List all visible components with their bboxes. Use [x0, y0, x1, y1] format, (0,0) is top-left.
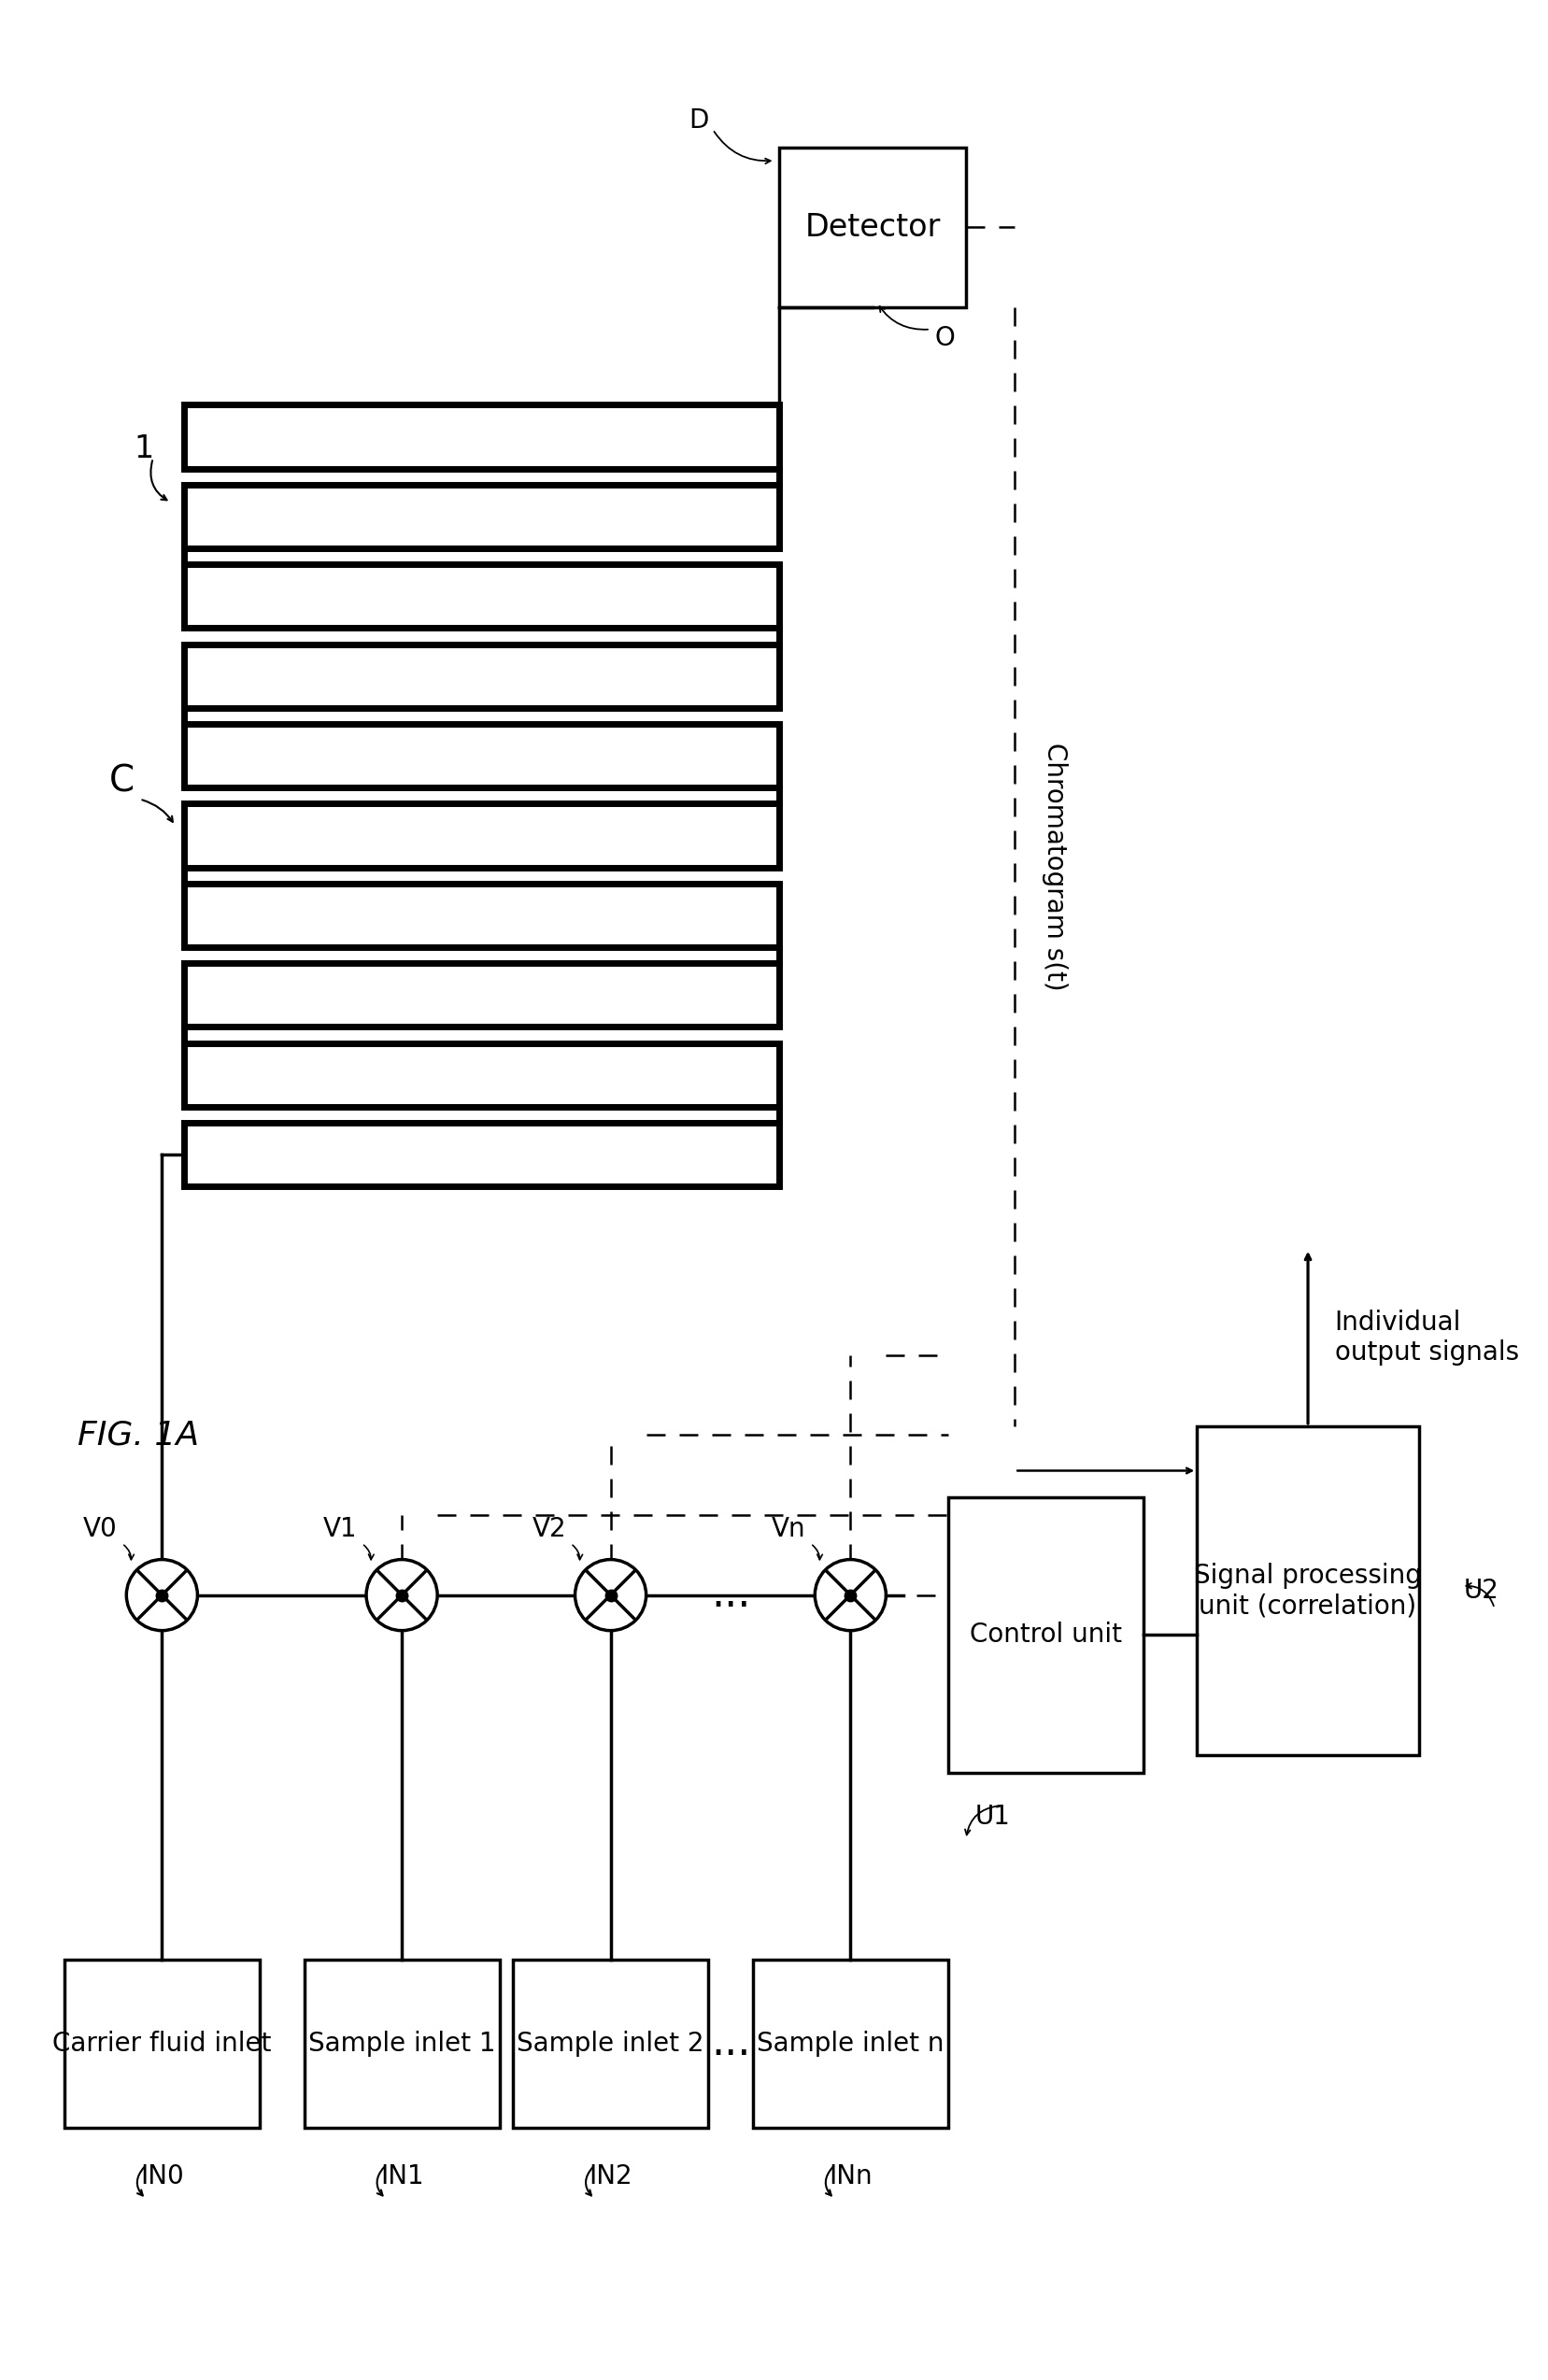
Bar	[779, 148, 966, 307]
Text: V1: V1	[324, 1516, 358, 1542]
Text: ...: ...	[711, 2023, 749, 2063]
Text: V2: V2	[531, 1516, 567, 1542]
Text: 1: 1	[135, 433, 153, 464]
Text: Individual
output signals: Individual output signals	[1334, 1309, 1519, 1366]
Text: IN2: IN2	[588, 2163, 632, 2190]
Text: V0: V0	[84, 1516, 118, 1542]
Bar	[303, 1959, 500, 2128]
Text: U1: U1	[974, 1804, 1009, 1830]
Text: ...: ...	[711, 1576, 749, 1616]
Circle shape	[365, 1559, 437, 1630]
Bar	[184, 405, 779, 469]
Bar	[184, 564, 779, 628]
Circle shape	[814, 1559, 885, 1630]
Text: Signal processing
unit (correlation): Signal processing unit (correlation)	[1194, 1561, 1421, 1618]
Bar	[947, 1497, 1142, 1773]
Bar	[63, 1959, 260, 2128]
Text: Carrier fluid inlet: Carrier fluid inlet	[53, 2030, 271, 2056]
Text: U2: U2	[1463, 1578, 1498, 1604]
Text: D: D	[687, 107, 707, 133]
Bar	[184, 804, 779, 866]
Text: Detector: Detector	[805, 212, 940, 243]
Bar	[752, 1959, 947, 2128]
Text: FIG. 1A: FIG. 1A	[77, 1418, 200, 1452]
Text: Sample inlet n: Sample inlet n	[757, 2030, 944, 2056]
Bar	[512, 1959, 707, 2128]
Text: Sample inlet 1: Sample inlet 1	[308, 2030, 495, 2056]
Text: Sample inlet 2: Sample inlet 2	[517, 2030, 704, 2056]
Bar	[184, 645, 779, 707]
Bar	[184, 486, 779, 547]
Text: O: O	[935, 326, 955, 352]
Circle shape	[127, 1559, 197, 1630]
Bar	[184, 1042, 779, 1107]
Bar	[184, 883, 779, 947]
Text: Chromatogram s(t): Chromatogram s(t)	[1040, 743, 1067, 990]
Bar	[184, 964, 779, 1026]
Text: C: C	[110, 764, 135, 800]
Text: Control unit: Control unit	[969, 1621, 1121, 1647]
Bar	[1197, 1426, 1418, 1754]
Text: INn: INn	[828, 2163, 872, 2190]
Text: IN1: IN1	[379, 2163, 423, 2190]
Text: IN0: IN0	[139, 2163, 184, 2190]
Circle shape	[574, 1559, 646, 1630]
Bar	[184, 1123, 779, 1188]
Text: Vn: Vn	[771, 1516, 805, 1542]
Bar	[184, 724, 779, 788]
